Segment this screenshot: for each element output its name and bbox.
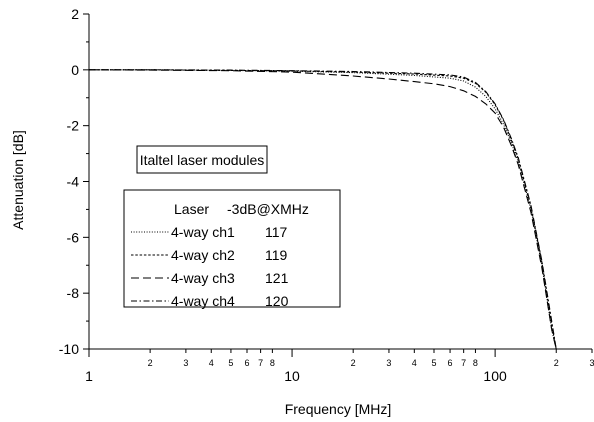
x-minor-tick-label: 8 bbox=[473, 358, 478, 368]
y-tick-label: -6 bbox=[67, 229, 80, 245]
x-major-tick-label: 100 bbox=[483, 368, 507, 384]
legend-series-value: 119 bbox=[265, 247, 288, 263]
x-minor-tick-label: 2 bbox=[554, 358, 559, 368]
legend-series-name: 4-way ch3 bbox=[171, 270, 235, 286]
annotation-box: Italtel laser modules bbox=[136, 145, 268, 174]
x-minor-tick-label: 4 bbox=[209, 358, 214, 368]
y-tick-label: -4 bbox=[67, 174, 80, 190]
data-curves bbox=[88, 69, 557, 350]
x-minor-tick-label: 6 bbox=[448, 358, 453, 368]
legend-series-value: 117 bbox=[265, 224, 288, 240]
y-tick-label: -8 bbox=[67, 285, 80, 301]
legend-series-name: 4-way ch4 bbox=[171, 293, 235, 309]
legend-rows: 4-way ch1 117 4-way ch2 119 4-way ch3 121 4-wa… bbox=[131, 224, 289, 309]
legend-box bbox=[123, 189, 341, 308]
x-minor-tick-label: 6 bbox=[245, 358, 250, 368]
x-axis-label: Frequency [MHz] bbox=[285, 401, 392, 417]
x-minor-tick-label: 2 bbox=[148, 358, 153, 368]
x-minor-tick-label: 5 bbox=[431, 358, 436, 368]
x-minor-tick-label: 5 bbox=[228, 358, 233, 368]
tick-marks bbox=[83, 13, 593, 357]
legend-header-3db: -3dB@XMHz bbox=[227, 201, 309, 217]
x-major-tick-label: 10 bbox=[284, 368, 300, 384]
series-line-ch2 bbox=[89, 69, 557, 350]
x-minor-tick-label: 3 bbox=[589, 358, 594, 368]
y-tick-label: -2 bbox=[67, 118, 80, 134]
x-minor-tick-label: 2 bbox=[351, 358, 356, 368]
legend-series-value: 120 bbox=[265, 293, 289, 309]
x-minor-tick-label: 8 bbox=[270, 358, 275, 368]
x-minor-tick-label: 7 bbox=[461, 358, 466, 368]
x-minor-tick-label: 4 bbox=[412, 358, 417, 368]
y-tick-label: -10 bbox=[59, 341, 79, 357]
x-major-tick-label: 1 bbox=[85, 368, 93, 384]
legend-series-value: 121 bbox=[265, 270, 289, 286]
legend-series-name: 4-way ch1 bbox=[171, 224, 235, 240]
x-minor-tick-label: 3 bbox=[183, 358, 188, 368]
x-minor-tick-label: 7 bbox=[258, 358, 263, 368]
legend: Laser -3dB@XMHz 4-way ch1 117 4-way ch2 119… bbox=[123, 189, 341, 309]
x-minor-tick-label: 3 bbox=[386, 358, 391, 368]
y-axis-label: Attenuation [dB] bbox=[10, 130, 26, 230]
series-line-ch4 bbox=[89, 69, 557, 350]
legend-header-laser: Laser bbox=[174, 201, 209, 217]
annotation-text: Italtel laser modules bbox=[140, 152, 265, 168]
y-tick-label: 2 bbox=[71, 6, 79, 22]
y-tick-label: 0 bbox=[71, 62, 79, 78]
legend-series-name: 4-way ch2 bbox=[171, 247, 235, 263]
